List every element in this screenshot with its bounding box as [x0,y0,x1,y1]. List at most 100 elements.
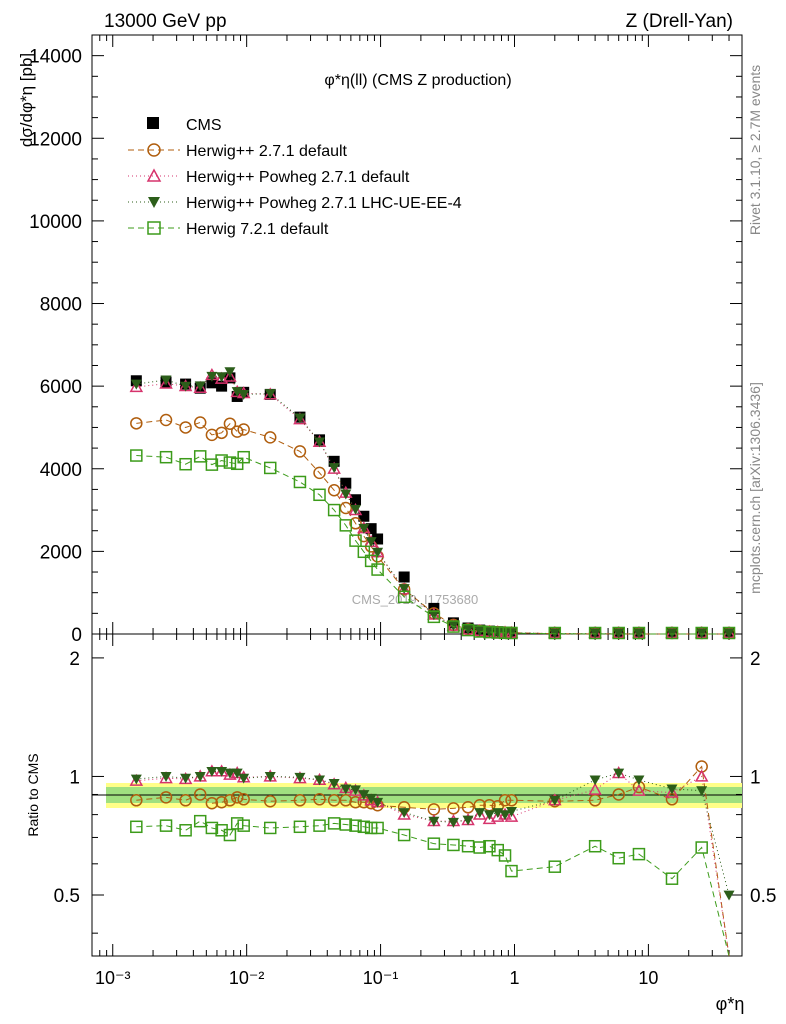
data-point-0 [350,494,362,506]
ratio-point-0 [205,796,219,810]
ratio-point-3 [349,819,362,832]
data-point-3 [180,381,192,392]
data-point-4 [339,519,353,532]
data-point-4 [357,545,371,559]
data-point-4 [263,461,277,475]
ratio-point-2 [160,772,172,782]
ratio-point-0 [179,794,192,807]
ratio-point-1 [504,809,519,822]
ratio-point-2 [462,815,474,826]
ratio-point-2 [206,766,218,777]
data-point-0 [372,533,384,545]
main-y-tick-label: 2000 [40,542,82,563]
data-point-1 [159,413,173,427]
ratio-point-3 [505,864,518,878]
ratio-y-tick-label-right: 0.5 [750,886,776,907]
ratio-point-2 [365,793,377,804]
ratio-point-3 [695,841,708,854]
ratio-point-3 [205,821,219,835]
data-point-4 [371,563,384,576]
ratio-point-3 [130,820,143,834]
data-point-3 [398,584,410,595]
ratio-point-3 [397,828,411,842]
ratio-point-1 [159,771,173,784]
ratio-point-0 [215,795,228,809]
ratio-point-2 [231,768,243,779]
ratio-point-0 [159,791,173,804]
data-point-0 [398,571,410,583]
main-y-tick-label: 6000 [40,377,82,398]
legend-label-herwig7: Herwig 7.2.1 default [186,221,329,238]
ratio-point-0 [237,793,250,806]
data-point-4 [548,626,562,640]
data-point-4 [313,488,326,502]
data-point-4 [588,626,602,640]
ratio-point-2 [474,808,486,818]
ratio-point-3 [447,838,460,852]
data-point-3 [238,390,250,400]
data-point-4 [612,626,625,640]
data-point-1 [179,421,192,434]
ratio-point-0 [313,793,326,806]
data-point-3 [224,367,236,378]
main-y-tick-label: 12000 [29,129,82,150]
ratio-point-2 [549,795,561,806]
data-point-4 [159,450,173,464]
data-point-4 [632,626,646,640]
ratio-point-2 [428,816,440,827]
rivet-version-label: Rivet 3.1.10, ≥ 2.7M events [747,65,763,235]
analysis-watermark: CMS_2019_I1753680 [352,592,479,607]
main-y-tick-label: 0 [71,625,82,646]
main-series-group [129,367,736,640]
data-point-1 [263,431,277,444]
ratio-point-2 [613,768,625,779]
legend-label-cms: CMS [186,117,222,134]
ratio-point-3 [357,820,371,834]
x-tick-label: 1 [509,968,519,988]
ratio-point-1 [129,773,144,786]
data-point-4 [722,626,736,640]
data-point-3 [474,626,486,637]
main-y-tick-label: 14000 [29,47,82,68]
ratio-point-2 [130,774,142,785]
data-point-1 [205,428,219,442]
ratio-point-3 [179,824,192,837]
legend: CMS Herwig++ 2.7.1 default Herwig++ Powh… [128,117,462,238]
data-point-1 [313,466,326,480]
source-url-label: mcplots.cern.ch [arXiv:1306.3436] [747,382,763,594]
data-point-2 [159,376,173,389]
ratio-point-2 [723,890,735,901]
data-point-1 [130,417,143,430]
ratio-point-3 [364,821,378,835]
legend-marker-herwig7 [147,221,161,235]
ratio-point-0 [447,802,460,815]
data-point-4 [447,620,460,633]
data-point-3 [340,489,352,500]
data-point-3 [358,523,370,534]
data-point-4 [427,610,441,624]
ratio-point-2 [238,773,250,784]
ratio-point-3 [223,828,237,842]
ratio-point-2 [499,810,511,821]
data-point-2 [193,380,207,393]
ratio-point-2 [506,807,518,817]
ratio-series-line-3 [136,820,730,957]
data-point-4 [498,626,512,640]
data-point-4 [205,458,219,471]
data-point-4 [397,590,411,604]
ratio-point-2 [358,790,370,800]
data-point-3 [328,463,340,474]
x-tick-label: 10⁻² [229,968,265,988]
ratio-point-2 [340,784,352,795]
data-point-1 [193,416,207,429]
data-point-3 [194,381,206,392]
ratio-point-0 [130,794,143,807]
data-point-4 [237,450,250,464]
ratio-point-3 [632,847,646,861]
ratio-point-3 [263,821,277,835]
x-axis-label: φ*η [716,994,745,1014]
data-point-3 [314,437,326,448]
ratio-point-2 [483,810,495,821]
ratio-point-3 [237,819,250,832]
data-point-3 [216,372,228,383]
